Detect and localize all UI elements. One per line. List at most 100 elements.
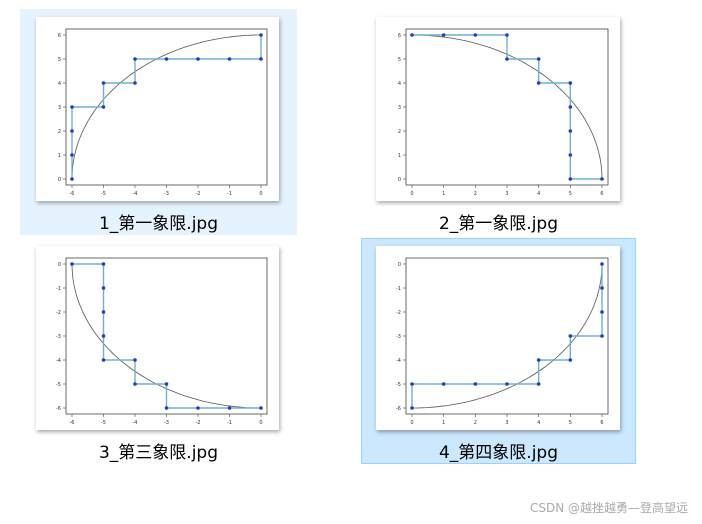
data-point: [70, 262, 74, 266]
file-tile-4[interactable]: 0 1 2 3 4 5 6 0 -1 -2 -3 -4 -5 -6 4_第四象限.jpg: [361, 238, 636, 464]
chart-2: 0 1 2 3 4 5 6 0 1 2 3 4 5 6: [398, 28, 609, 197]
x-tick-label: -2: [196, 420, 201, 426]
data-point: [70, 105, 74, 109]
x-tick-label: -5: [101, 420, 106, 426]
data-point: [259, 33, 263, 37]
y-tick-label: -3: [396, 334, 401, 340]
x-tick-label: 5: [569, 420, 572, 426]
y-tick-label: 6: [398, 33, 401, 39]
chart-4: 0 1 2 3 4 5 6 0 -1 -2 -3 -4 -5 -6: [396, 257, 609, 426]
circle-arc: [412, 34, 603, 180]
y-tick-label: 2: [398, 129, 401, 135]
y-tick-label: 0: [398, 262, 401, 268]
y-tick-label: 1: [58, 153, 61, 159]
x-tick-label: -4: [133, 420, 138, 426]
y-tick-label: -2: [56, 310, 61, 316]
x-tick-label: 0: [410, 191, 413, 197]
y-tick-label: 0: [398, 177, 401, 183]
data-point: [164, 406, 169, 410]
x-tick-label: -1: [227, 191, 232, 197]
data-point: [196, 406, 200, 410]
data-point: [600, 310, 604, 314]
x-tick-label: 6: [600, 191, 603, 197]
data-point: [505, 382, 509, 386]
y-tick-label: 4: [398, 81, 401, 87]
x-tick-label: 3: [505, 191, 508, 197]
data-point: [101, 105, 106, 109]
data-point: [600, 262, 604, 266]
thumbnail-3: -6 -5 -4 -3 -2 -1 0 0 -1 -2 -3 -4 -5 -6: [36, 246, 279, 430]
y-tick-label: -6: [56, 406, 61, 412]
thumbnail-4: 0 1 2 3 4 5 6 0 -1 -2 -3 -4 -5 -6: [376, 246, 620, 430]
thumbnail-2: 0 1 2 3 4 5 6 0 1 2 3 4 5 6: [376, 17, 620, 201]
y-tick-label: -1: [56, 286, 61, 292]
data-point: [600, 286, 604, 290]
data-point: [410, 33, 414, 37]
data-point: [568, 81, 573, 85]
circle-arc: [412, 263, 603, 409]
data-point: [101, 358, 106, 362]
y-tick-label: 0: [58, 262, 61, 268]
data-point: [473, 382, 478, 386]
data-point: [70, 177, 74, 181]
chart-3: -6 -5 -4 -3 -2 -1 0 0 -1 -2 -3 -4 -5 -6: [56, 257, 268, 426]
data-point: [568, 358, 573, 362]
data-point: [536, 358, 541, 362]
data-point: [568, 105, 573, 109]
y-tick-label: 4: [58, 81, 61, 87]
circle-arc: [71, 263, 261, 409]
x-tick-label: 1: [442, 191, 445, 197]
data-point: [536, 382, 541, 386]
x-tick-label: 2: [474, 420, 477, 426]
y-tick-label: 0: [58, 177, 61, 183]
data-point: [505, 57, 509, 61]
file-tile-1[interactable]: -6 -5 -4 -3 -2 -1 0 0 1 2 3 4 5 6 1_第一象限.jpg: [20, 9, 297, 235]
data-point: [441, 382, 446, 386]
data-point: [259, 406, 263, 410]
y-tick-label: -4: [396, 358, 401, 364]
y-tick-label: 3: [398, 105, 401, 111]
x-tick-label: -4: [133, 191, 138, 197]
data-point: [568, 177, 573, 181]
data-point: [101, 286, 106, 290]
y-tick-label: -6: [396, 406, 401, 412]
data-point: [536, 81, 541, 85]
data-point: [227, 406, 232, 410]
chart-1: -6 -5 -4 -3 -2 -1 0 0 1 2 3 4 5 6: [58, 28, 268, 197]
file-name-3: 3_第三象限.jpg: [98, 443, 219, 463]
y-tick-label: 5: [398, 57, 401, 63]
data-point: [568, 334, 573, 338]
x-tick-label: 1: [442, 420, 445, 426]
file-name-2: 2_第一象限.jpg: [438, 214, 559, 234]
x-tick-label: 4: [537, 420, 540, 426]
x-tick-label: -3: [164, 420, 169, 426]
data-point: [600, 177, 604, 181]
data-point: [133, 358, 137, 362]
x-tick-label: 0: [410, 420, 413, 426]
x-tick-label: 0: [259, 420, 262, 426]
y-tick-label: -5: [396, 382, 401, 388]
x-tick-label: 4: [537, 191, 540, 197]
data-point: [259, 57, 263, 61]
data-point: [70, 153, 74, 157]
data-point: [410, 406, 414, 410]
x-tick-label: -2: [196, 191, 201, 197]
x-tick-label: -3: [164, 191, 169, 197]
y-tick-label: 3: [58, 105, 61, 111]
data-point: [164, 57, 169, 61]
x-tick-label: 0: [259, 191, 262, 197]
x-tick-label: -5: [101, 191, 106, 197]
data-point: [101, 310, 106, 314]
x-tick-label: -1: [227, 420, 232, 426]
file-tile-3[interactable]: -6 -5 -4 -3 -2 -1 0 0 -1 -2 -3 -4 -5 -6 3_第三象限.jpg: [20, 238, 297, 464]
x-tick-label: 5: [569, 191, 572, 197]
data-point: [101, 262, 106, 266]
x-tick-label: 3: [505, 420, 508, 426]
y-tick-label: -5: [56, 382, 61, 388]
file-tile-2[interactable]: 0 1 2 3 4 5 6 0 1 2 3 4 5 6 2_第一象限.jpg: [361, 9, 636, 235]
file-name-4: 4_第四象限.jpg: [438, 443, 559, 463]
data-point: [227, 57, 232, 61]
watermark: CSDN @越挫越勇—登高望远: [529, 501, 688, 515]
data-point: [600, 334, 604, 338]
data-point: [133, 382, 137, 386]
